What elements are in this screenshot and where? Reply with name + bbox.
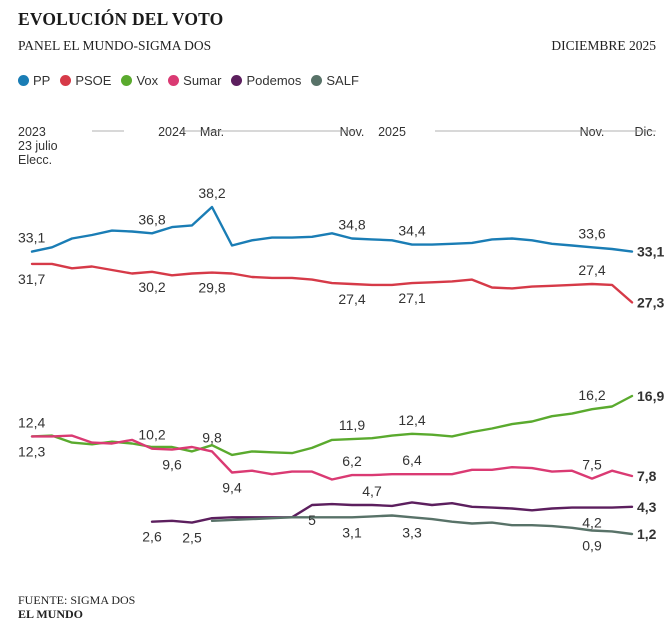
data-label-pp-6: 36,8 xyxy=(138,211,165,227)
source-note: FUENTE: SIGMA DOS EL MUNDO xyxy=(18,593,135,621)
legend-label-pp: PP xyxy=(33,73,51,88)
data-label-psoe-6: 30,2 xyxy=(138,279,165,295)
data-label-podemos-14: 5 xyxy=(308,512,316,528)
legend-item-podemos: Podemos xyxy=(231,73,301,88)
series-line-pp xyxy=(30,205,634,253)
data-label-sumar-10: 9,4 xyxy=(222,479,242,495)
data-label-pp-19: 34,4 xyxy=(398,223,425,239)
brand-name: EL MUNDO xyxy=(18,607,84,621)
data-label-pp-28: 33,6 xyxy=(578,225,605,241)
data-label-salf-28: 0,9 xyxy=(582,537,602,553)
series-line-podemos xyxy=(150,501,634,524)
legend-item-psoe: PSOE xyxy=(60,73,111,88)
data-label-psoe-9: 29,8 xyxy=(198,280,225,296)
data-label-pp-9: 38,2 xyxy=(198,185,225,201)
data-label-pp-0: 33,1 xyxy=(18,230,45,246)
data-label-vox-0: 12,4 xyxy=(18,414,45,430)
data-label-pp-30: 33,1 xyxy=(637,244,664,260)
legend-item-pp: PP xyxy=(18,73,50,88)
data-label-sumar-30: 7,8 xyxy=(637,468,657,484)
time-label-dic-: Dic. xyxy=(634,125,656,139)
legend-label-salf: SALF xyxy=(326,73,359,88)
source-text: FUENTE: SIGMA DOS xyxy=(18,593,136,607)
series-line-vox xyxy=(30,394,634,457)
legend-label-vox: Vox xyxy=(136,73,159,88)
time-label-mar-: Mar. xyxy=(200,125,224,139)
time-label-elecc-: Elecc. xyxy=(18,153,52,167)
legend-label-sumar: Sumar xyxy=(183,73,222,88)
data-label-vox-19: 12,4 xyxy=(398,412,425,428)
chart-title: EVOLUCIÓN DEL VOTO xyxy=(18,9,224,29)
time-label-2025: 2025 xyxy=(378,125,406,139)
data-label-psoe-28: 27,4 xyxy=(578,262,605,278)
data-label-salf-16: 3,1 xyxy=(342,524,362,540)
data-label-podemos-8: 2,5 xyxy=(182,530,202,546)
legend-swatch-psoe xyxy=(60,75,72,86)
data-label-podemos-6: 2,6 xyxy=(142,529,162,545)
legend-swatch-pp xyxy=(18,75,29,86)
time-label-nov-: Nov. xyxy=(340,125,365,139)
data-label-sumar-0: 12,3 xyxy=(18,443,45,459)
series-line-psoe xyxy=(30,262,634,304)
time-label-nov-: Nov. xyxy=(580,125,605,139)
legend-label-psoe: PSOE xyxy=(75,73,112,88)
data-label-salf-19: 3,3 xyxy=(402,524,422,540)
legend-label-podemos: Podemos xyxy=(246,73,302,88)
data-label-psoe-30: 27,3 xyxy=(637,294,664,310)
data-label-podemos-17: 4,7 xyxy=(362,483,382,499)
data-label-vox-28: 16,2 xyxy=(578,387,605,403)
data-label-psoe-16: 27,4 xyxy=(338,291,365,307)
legend-swatch-salf xyxy=(311,75,323,86)
time-label-2023: 2023 xyxy=(18,125,46,139)
chart-legend: PP PSOE Vox Sumar Podemos SALF xyxy=(18,73,359,88)
data-label-sumar-9: 9,8 xyxy=(202,429,222,445)
chart-subtitle: PANEL EL MUNDO-SIGMA DOS xyxy=(18,38,212,53)
legend-item-sumar: Sumar xyxy=(168,73,221,88)
legend-swatch-podemos xyxy=(231,75,243,86)
series-line-sumar xyxy=(30,434,634,481)
data-label-pp-16: 34,8 xyxy=(338,217,365,233)
data-label-vox-30: 16,9 xyxy=(637,388,664,404)
time-label-23-julio: 23 julio xyxy=(18,139,58,153)
data-label-podemos-30: 4,3 xyxy=(637,499,657,515)
series-line-salf xyxy=(210,514,634,536)
legend-item-salf: SALF xyxy=(311,73,359,88)
data-label-salf-30: 1,2 xyxy=(637,526,657,542)
data-label-sumar-16: 6,2 xyxy=(342,453,362,469)
data-label-podemos-28: 4,2 xyxy=(582,515,602,531)
legend-item-vox: Vox xyxy=(121,73,158,88)
data-label-sumar-28: 7,5 xyxy=(582,457,602,473)
legend-swatch-vox xyxy=(121,75,133,86)
data-label-psoe-0: 31,7 xyxy=(18,271,45,287)
time-label-2024: 2024 xyxy=(158,125,186,139)
data-label-sumar-19: 6,4 xyxy=(402,452,422,468)
data-label-vox-16: 11,9 xyxy=(339,417,365,433)
data-label-psoe-19: 27,1 xyxy=(398,290,425,306)
data-label-sumar-7: 9,6 xyxy=(162,457,182,473)
legend-swatch-sumar xyxy=(168,75,180,86)
data-label-sumar-6: 10,2 xyxy=(138,427,165,443)
chart-date: DICIEMBRE 2025 xyxy=(551,38,656,53)
